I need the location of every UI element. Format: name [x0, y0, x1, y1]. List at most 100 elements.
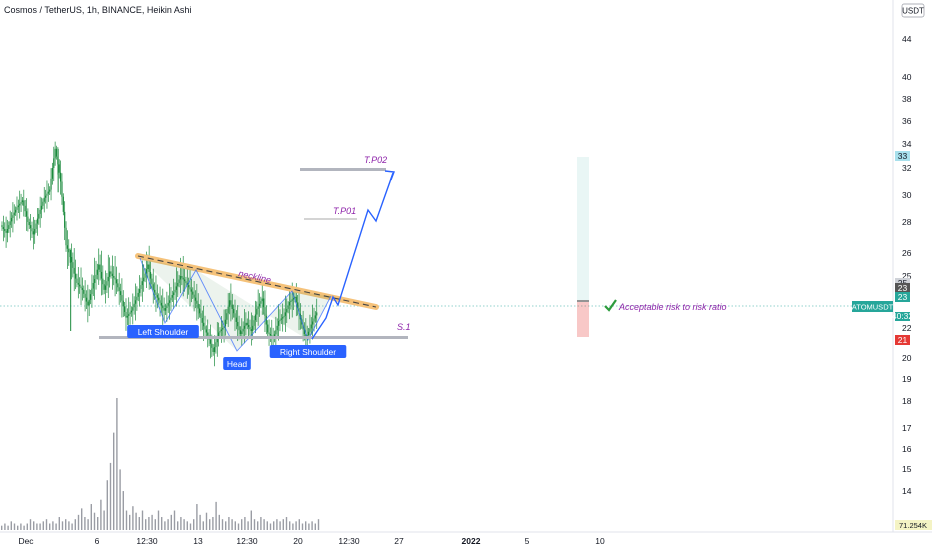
candle-body [6, 228, 9, 233]
right-shoulder-label[interactable]: Right Shoulder [269, 345, 347, 358]
candle-body [39, 209, 41, 214]
pattern-shade [140, 258, 331, 351]
candle-body [154, 289, 156, 293]
candle-body [215, 342, 217, 348]
volume-bar [215, 501, 217, 530]
candle-body [34, 228, 36, 235]
candle-body [312, 321, 314, 325]
candle-body [160, 302, 163, 306]
volume-bar [311, 521, 313, 530]
price-label-text: 33 [898, 151, 908, 161]
candle-body [12, 215, 14, 218]
volume-label-bg [895, 520, 932, 530]
volume-bar [113, 432, 115, 530]
volume-bar [84, 517, 86, 530]
candle-body [51, 168, 54, 179]
candle-body [53, 158, 55, 168]
candle-body [59, 172, 62, 182]
candle-body [218, 332, 220, 338]
y-tick-label: 44 [902, 34, 912, 44]
candle-body [20, 202, 22, 204]
candle-body [231, 304, 233, 309]
candle-body [282, 317, 284, 319]
candle-body [316, 312, 318, 316]
price-label-bg [895, 283, 910, 293]
y-tick-label: 16 [902, 444, 912, 454]
candle-body [113, 276, 115, 278]
left-shoulder-label[interactable]: Left Shoulder [127, 325, 199, 338]
candle-body [167, 302, 169, 306]
candle-body [200, 313, 202, 319]
candle-body [45, 195, 47, 198]
candle-body [69, 252, 71, 258]
volume-bar [68, 521, 70, 530]
volume-bar [61, 521, 64, 530]
candle-body [175, 286, 177, 290]
volume-bar [308, 523, 310, 530]
candle-body [228, 300, 231, 307]
volume-bar [266, 521, 268, 530]
candle-body [126, 315, 128, 318]
candle-body [212, 347, 214, 352]
candle-body [276, 325, 278, 331]
head-label-bg [223, 357, 251, 370]
volume-bar [305, 521, 307, 530]
candle-body [183, 279, 186, 282]
candle-body [171, 295, 173, 298]
support-line [99, 336, 408, 339]
candle-body [54, 148, 56, 159]
volume-bar [148, 517, 150, 530]
head-label[interactable]: Head [223, 357, 251, 370]
candle-body [284, 312, 286, 316]
candle-body [89, 294, 92, 300]
candle-body [28, 222, 30, 226]
candle-body [50, 178, 52, 190]
candle-body [173, 292, 175, 296]
volume-bar [10, 521, 12, 530]
candle-body [152, 284, 154, 290]
unit-label: USDT [902, 7, 924, 16]
candle-body [252, 325, 254, 331]
volume-bar [180, 517, 182, 530]
candle-body [66, 245, 68, 249]
candle-body [313, 318, 315, 322]
volume-bar [36, 523, 38, 530]
x-tick-label: 5 [525, 536, 530, 546]
candle-body [222, 328, 224, 330]
projection-path [311, 172, 394, 340]
volume-bar [244, 517, 246, 530]
candle-body [143, 277, 145, 282]
candle-body [128, 314, 130, 316]
candle-body [98, 264, 100, 270]
volume-bar [279, 521, 281, 530]
volume-bar [202, 521, 204, 530]
x-axis-ticks: Dec 6 12:30 13 12:30 20 12:30 27 2022 5 10 [18, 536, 605, 546]
candle-body [62, 196, 64, 212]
x-tick-label: 12:30 [236, 536, 258, 546]
candle-body [237, 321, 239, 327]
candle-body [125, 311, 127, 318]
candle-body [109, 271, 111, 277]
candle-body [151, 278, 153, 285]
candle-body [115, 279, 118, 284]
candle-body [166, 305, 168, 309]
candle-body [156, 295, 158, 298]
candle-body [245, 322, 247, 326]
candle-body [207, 332, 209, 336]
candle-body [74, 273, 77, 279]
volume-bars [1, 398, 320, 530]
candle-body [79, 284, 81, 287]
x-tick-label: 13 [193, 536, 203, 546]
candle-body [136, 296, 138, 301]
candle-body [248, 324, 250, 328]
candle-body [141, 281, 143, 286]
x-tick-label: 6 [95, 536, 100, 546]
unit-badge[interactable]: USDT [901, 3, 925, 18]
price-label-bg [895, 335, 910, 345]
candle-body [233, 308, 235, 314]
candle-body [1, 225, 3, 228]
volume-bar [74, 519, 76, 530]
candle-body [257, 306, 259, 309]
